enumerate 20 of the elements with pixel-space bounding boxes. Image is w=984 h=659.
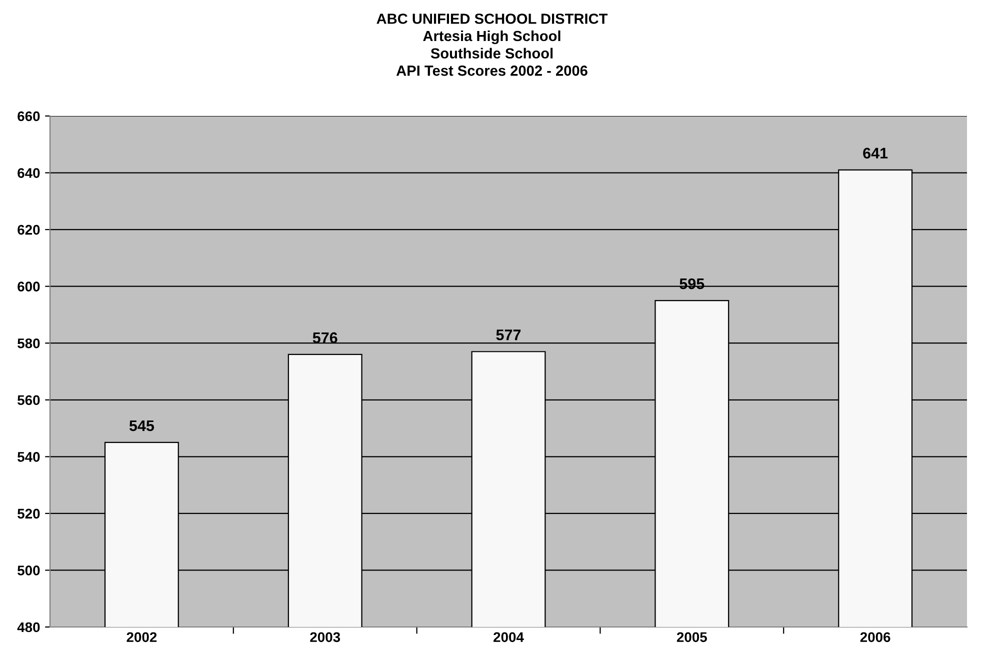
data-label: 576 (312, 332, 338, 344)
y-tick-label: 640 (18, 168, 40, 178)
chart-title: ABC UNIFIED SCHOOL DISTRICT Artesia High School Southside School API Test Scores 2002 - 2006 (376, 14, 608, 76)
y-tick-label: 500 (18, 566, 40, 576)
y-tick-label: 620 (18, 224, 40, 235)
x-tick-label: 2006 (860, 632, 890, 642)
x-tick-label: 2005 (676, 632, 707, 642)
data-label: 577 (496, 330, 521, 340)
x-tick-label: 2002 (126, 632, 157, 642)
data-label: 641 (863, 148, 888, 159)
y-tick-label: 540 (18, 452, 40, 462)
y-tick-label: 520 (18, 508, 40, 519)
y-tick-label: 480 (17, 622, 40, 632)
y-tick-label: 580 (18, 338, 40, 348)
x-tick-label: 2004 (494, 632, 524, 642)
y-tick-label: 600 (18, 282, 40, 292)
x-tick-label: 2003 (310, 632, 340, 642)
data-label: 545 (129, 420, 154, 432)
y-tick-label: 660 (18, 111, 40, 122)
y-tick-label: 560 (18, 395, 40, 406)
